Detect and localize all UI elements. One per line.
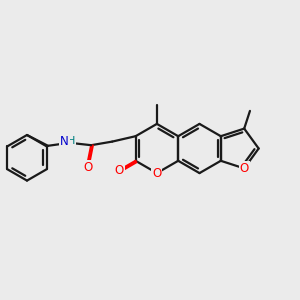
Text: H: H <box>67 136 75 146</box>
Text: O: O <box>83 161 92 174</box>
Text: O: O <box>115 164 124 177</box>
Text: O: O <box>152 167 161 180</box>
Text: N: N <box>60 135 69 148</box>
Text: O: O <box>240 162 249 175</box>
